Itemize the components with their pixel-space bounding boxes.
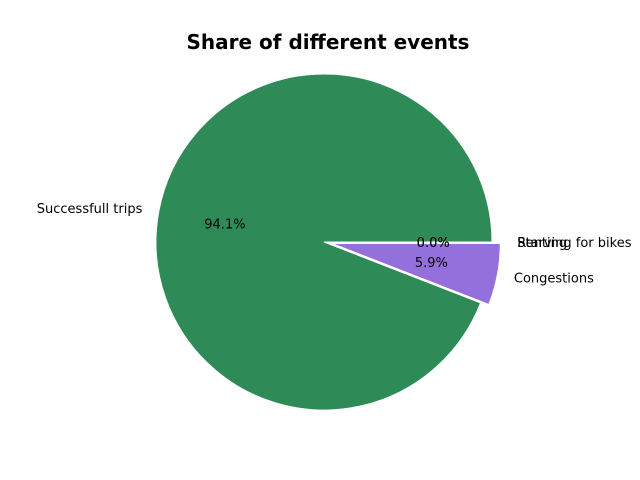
pie-slices <box>155 73 501 411</box>
pie-labels: 94.1% Successfull trips 5.9% Congestions 0.0… <box>37 202 632 287</box>
pie-category-label-starving-for-bikes: Starving for bikes <box>517 236 632 251</box>
pie-pct-label-starving-for-bikes: 0.0% <box>417 236 450 251</box>
pie-slice-congestions <box>332 243 501 306</box>
pie-slice-successfull-trips <box>155 73 493 411</box>
pie-pct-label-renting: 0.0% <box>417 236 450 251</box>
pie-pct-label-successfull-trips: 94.1% <box>204 217 245 232</box>
chart-title: Share of different events <box>187 30 470 54</box>
pie-category-label-congestions: Congestions <box>514 272 594 287</box>
pie-category-label-successfull-trips: Successfull trips <box>37 202 143 217</box>
pie-pct-label-congestions: 5.9% <box>415 256 448 271</box>
pie-category-label-renting: Renting <box>517 236 567 251</box>
